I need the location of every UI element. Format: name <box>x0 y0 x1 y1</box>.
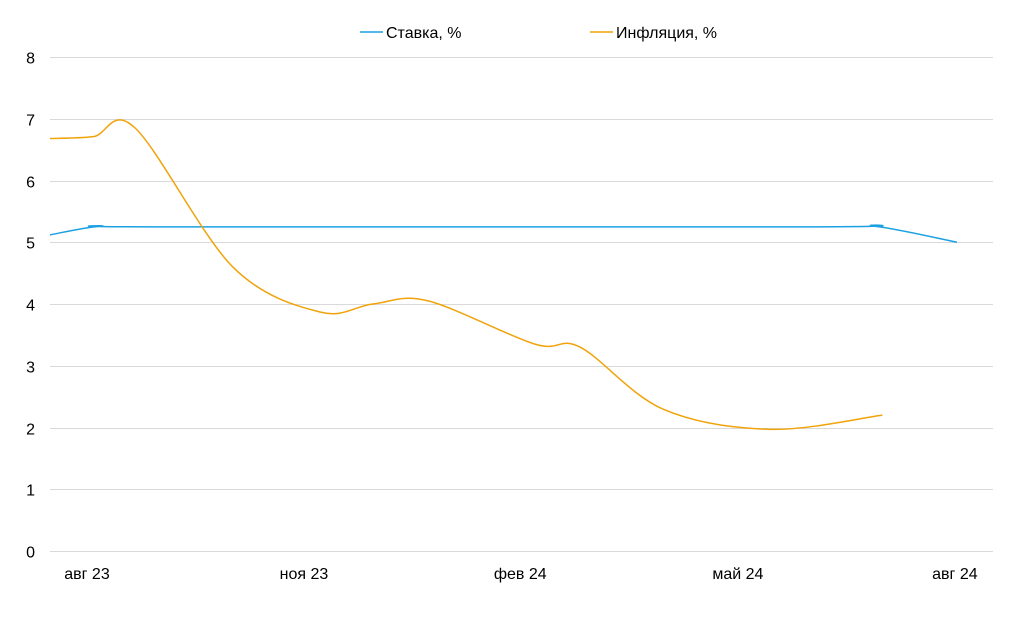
y-tick-label: 1 <box>26 483 35 500</box>
x-tick-label: май 24 <box>712 566 763 583</box>
y-tick-label: 5 <box>26 236 35 253</box>
y-tick-label: 3 <box>26 360 35 377</box>
legend-label-rate: Ставка, % <box>386 25 461 42</box>
y-axis-ticks: 0 1 2 3 4 5 6 7 8 <box>26 51 35 562</box>
gridlines <box>50 57 993 552</box>
x-axis-ticks: авг 23 ноя 23 фев 24 май 24 авг 24 <box>64 566 978 583</box>
x-tick-label: авг 24 <box>932 566 978 583</box>
series-line-rate <box>49 224 958 243</box>
series-lines <box>49 119 958 431</box>
y-tick-label: 6 <box>26 175 35 192</box>
series-line-inflation <box>49 119 883 431</box>
legend-label-inflation: Инфляция, % <box>616 25 717 42</box>
x-tick-label: фев 24 <box>494 566 547 583</box>
x-tick-label: ноя 23 <box>280 566 329 583</box>
y-tick-label: 4 <box>26 298 35 315</box>
y-tick-label: 0 <box>26 545 35 562</box>
y-tick-label: 8 <box>26 51 35 68</box>
legend: Ставка, % Инфляция, % <box>360 25 717 42</box>
x-tick-label: авг 23 <box>64 566 110 583</box>
y-tick-label: 7 <box>26 113 35 130</box>
y-tick-label: 2 <box>26 422 35 439</box>
